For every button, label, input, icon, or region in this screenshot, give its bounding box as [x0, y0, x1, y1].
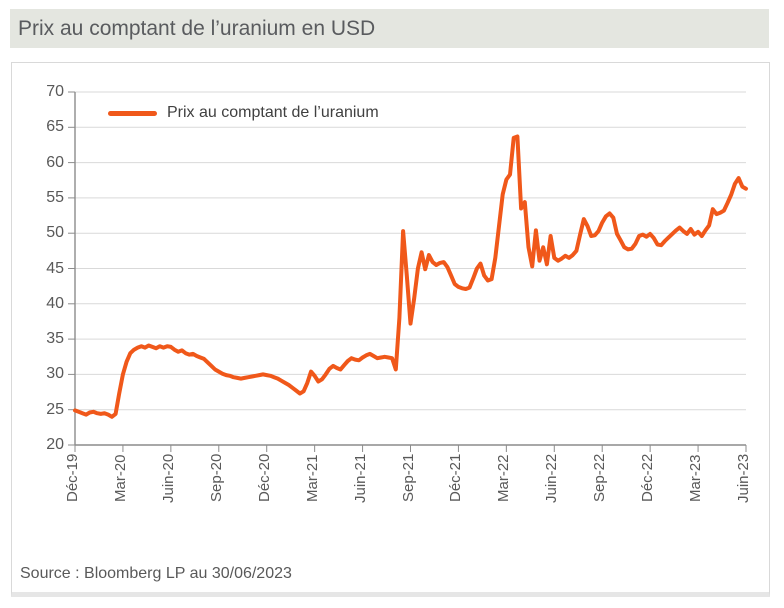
x-axis-label: Mar-23 [687, 454, 705, 502]
legend: Prix au comptant de l’uranium [108, 101, 379, 125]
y-axis-label: 20 [46, 436, 64, 453]
page-title: Prix au comptant de l’uranium en USD [18, 17, 376, 40]
x-axis-label: Mar-22 [495, 454, 513, 502]
y-axis-label: 50 [46, 224, 64, 242]
y-axis-label: 35 [46, 330, 64, 348]
y-axis-label: 70 [46, 83, 64, 100]
y-axis-label: 40 [46, 294, 64, 312]
x-axis-label: Déc-22 [639, 454, 657, 503]
x-axis-label: Déc-21 [447, 454, 465, 503]
y-axis-label: 25 [46, 400, 64, 418]
y-axis-label: 65 [46, 118, 64, 136]
x-axis-label: Juin-22 [543, 454, 561, 504]
y-axis-label: 60 [46, 153, 64, 171]
x-axis-label: Juin-23 [735, 454, 752, 504]
chart-panel: Prix au comptant de l’uranium 20 25 30 35 40… [11, 62, 770, 597]
y-axis-label: 55 [46, 188, 64, 206]
x-axis-label: Juin-21 [351, 454, 369, 504]
x-axis-label: Juin-20 [159, 454, 177, 504]
header-bar: Prix au comptant de l’uranium en USD [10, 9, 769, 48]
y-axis-label: 30 [46, 365, 64, 383]
x-axis-label: Mar-21 [303, 454, 321, 502]
y-axis-label: 45 [46, 259, 64, 277]
chart-canvas [68, 91, 748, 452]
x-axis-label: Déc-20 [255, 454, 273, 503]
legend-line-swatch [108, 110, 157, 116]
legend-label: Prix au comptant de l’uranium [167, 104, 379, 121]
x-axis-label: Déc-19 [64, 454, 81, 503]
x-axis-label: Mar-20 [111, 454, 129, 502]
x-axis-label: Sep-21 [399, 454, 417, 503]
x-axis-label: Sep-20 [207, 454, 225, 503]
source-note: Source : Bloomberg LP au 30/06/2023 [20, 565, 292, 582]
x-axis-label: Sep-22 [591, 454, 609, 503]
